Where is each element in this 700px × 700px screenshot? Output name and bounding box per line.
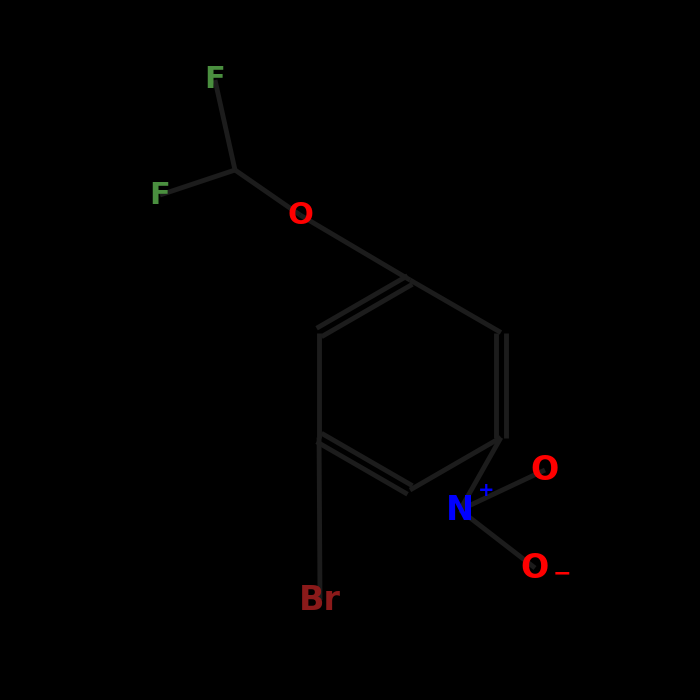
Text: N: N (446, 494, 474, 526)
Text: F: F (150, 181, 170, 209)
Text: Br: Br (299, 584, 341, 617)
Text: O: O (521, 552, 549, 584)
Text: −: − (552, 564, 571, 584)
Text: F: F (204, 66, 225, 94)
Text: +: + (478, 481, 495, 500)
Text: O: O (531, 454, 559, 486)
Text: O: O (287, 200, 313, 230)
